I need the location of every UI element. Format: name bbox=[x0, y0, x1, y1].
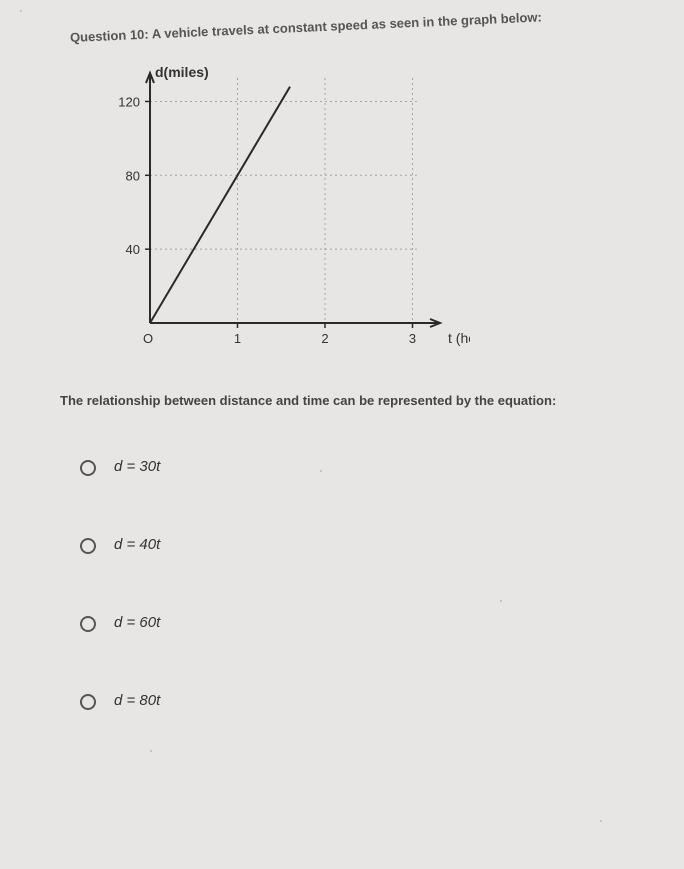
option-label: d = 80t bbox=[114, 692, 160, 709]
graph-svg: 40 80 120 1 2 3 Od(miles) t (hours) bbox=[90, 63, 470, 363]
svg-text:O: O bbox=[143, 331, 153, 346]
worksheet-page: Question 10: A vehicle travels at consta… bbox=[0, 0, 684, 869]
option-b[interactable]: d = 40t bbox=[80, 536, 654, 554]
distance-time-graph: 40 80 120 1 2 3 Od(miles) t (hours) bbox=[90, 63, 470, 363]
question-followup: The relationship between distance and ti… bbox=[60, 393, 654, 408]
svg-text:d(miles): d(miles) bbox=[155, 64, 209, 80]
svg-text:80: 80 bbox=[126, 168, 140, 183]
svg-text:t (hours): t (hours) bbox=[448, 330, 470, 346]
answer-options: d = 30t d = 40t d = 60t d = 80t bbox=[80, 458, 654, 710]
radio-icon[interactable] bbox=[80, 694, 96, 710]
radio-icon[interactable] bbox=[80, 460, 96, 476]
svg-text:2: 2 bbox=[321, 331, 328, 346]
svg-text:3: 3 bbox=[409, 331, 416, 346]
question-prompt: Question 10: A vehicle travels at consta… bbox=[70, 5, 654, 45]
svg-text:1: 1 bbox=[234, 331, 241, 346]
radio-icon[interactable] bbox=[80, 538, 96, 554]
svg-text:120: 120 bbox=[118, 94, 140, 109]
option-c[interactable]: d = 60t bbox=[80, 614, 654, 632]
option-label: d = 60t bbox=[114, 614, 160, 631]
option-label: d = 30t bbox=[114, 458, 160, 475]
option-d[interactable]: d = 80t bbox=[80, 692, 654, 710]
svg-text:40: 40 bbox=[126, 242, 140, 257]
option-label: d = 40t bbox=[114, 536, 160, 553]
option-a[interactable]: d = 30t bbox=[80, 458, 654, 476]
radio-icon[interactable] bbox=[80, 616, 96, 632]
